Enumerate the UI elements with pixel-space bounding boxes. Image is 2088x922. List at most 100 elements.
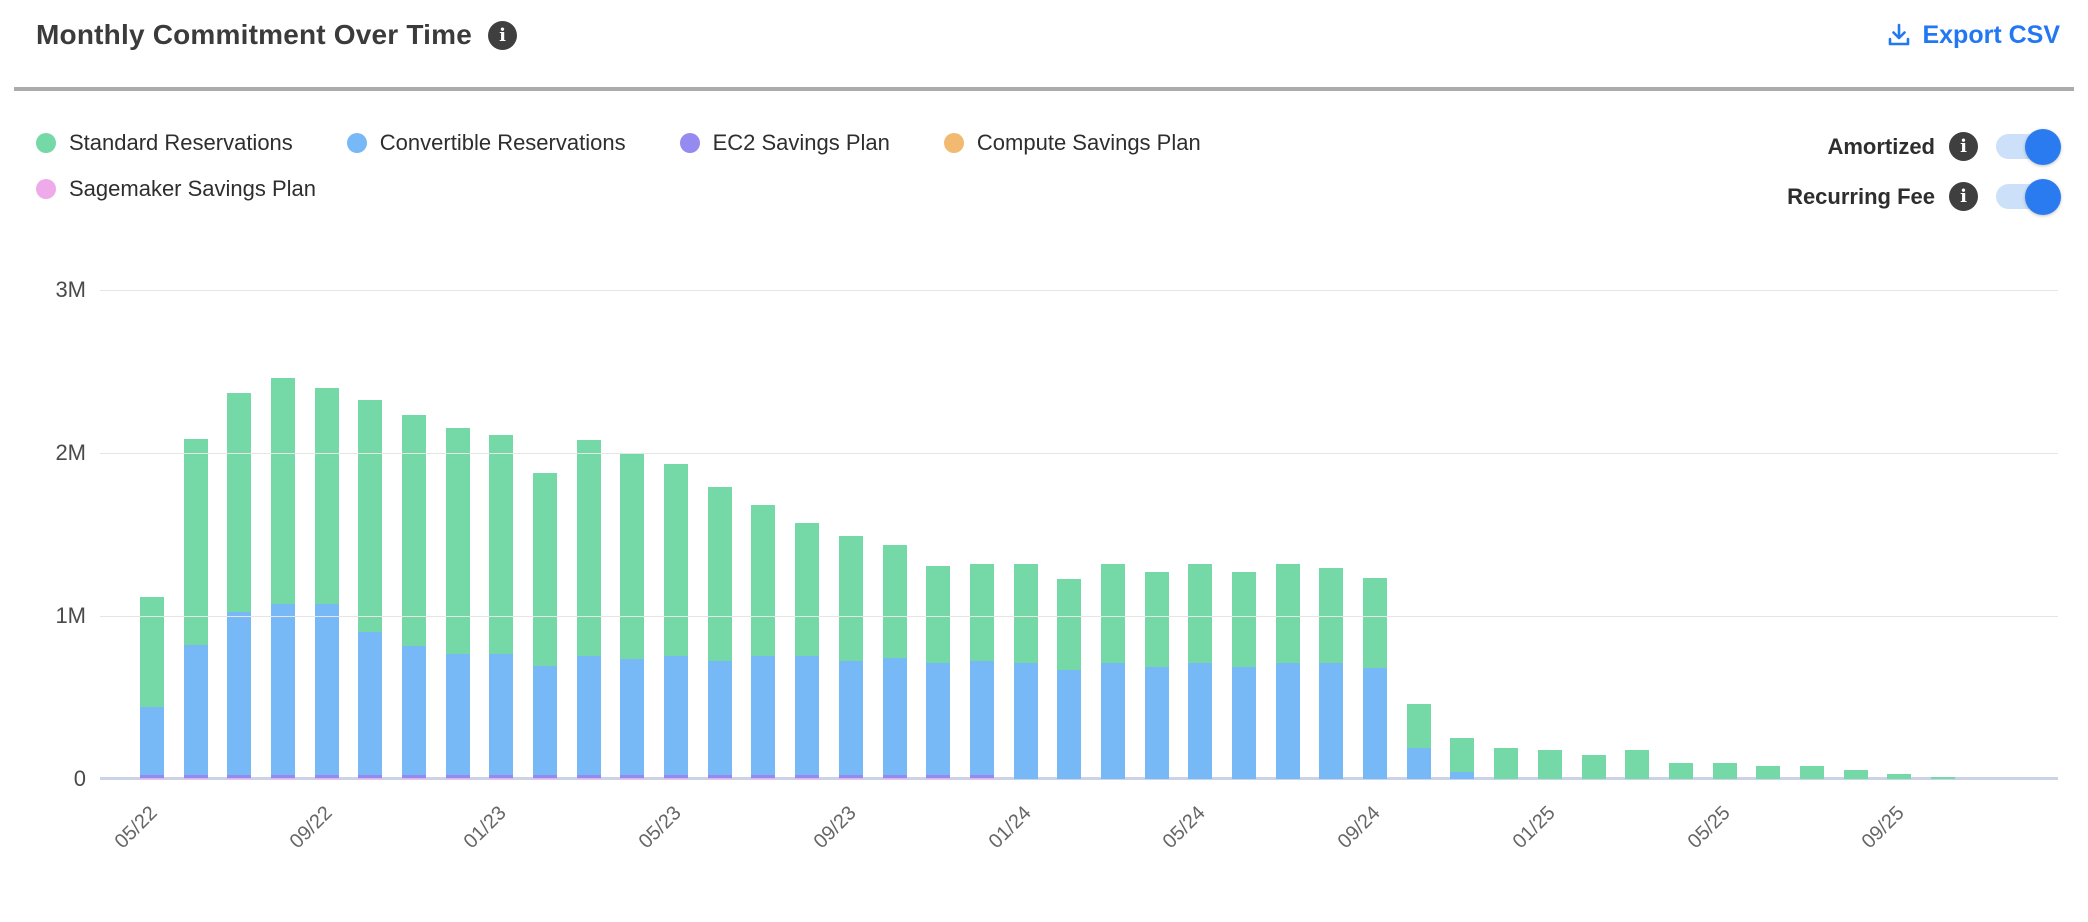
y-axis-labels: 3M 2M 1M 0 xyxy=(0,277,86,791)
bar-slot-11/23 xyxy=(916,290,960,779)
legend-item-sagemaker-savings-plan[interactable]: Sagemaker Savings Plan xyxy=(36,176,316,202)
bar-segment xyxy=(270,778,295,779)
stacked-bar-12/22[interactable] xyxy=(445,428,470,779)
stacked-bar-10/22[interactable] xyxy=(358,400,383,779)
recurring-fee-toggle[interactable] xyxy=(1996,178,2061,215)
stacked-bar-02/24[interactable] xyxy=(1057,579,1082,779)
stacked-bar-07/24[interactable] xyxy=(1275,564,1300,779)
bar-segment xyxy=(1494,748,1519,779)
stacked-bar-08/24[interactable] xyxy=(1319,568,1344,779)
stacked-bar-10/24[interactable] xyxy=(1406,704,1431,779)
chart-legend: Standard Reservations Convertible Reserv… xyxy=(36,130,1456,202)
bar-segment xyxy=(358,632,383,775)
bar-slot-12/24 xyxy=(1484,290,1528,779)
stacked-bar-11/24[interactable] xyxy=(1450,738,1475,779)
export-csv-button[interactable]: Export CSV xyxy=(1886,21,2060,50)
stacked-bar-06/25[interactable] xyxy=(1756,766,1781,779)
stacked-bar-11/23[interactable] xyxy=(926,566,951,779)
bar-segment xyxy=(1232,572,1257,667)
stacked-bar-09/23[interactable] xyxy=(838,536,863,779)
stacked-bar-07/23[interactable] xyxy=(751,505,776,779)
stacked-bar-06/24[interactable] xyxy=(1232,572,1257,779)
bar-segment xyxy=(270,604,295,775)
bar-segment xyxy=(1144,667,1169,779)
stacked-bar-11/22[interactable] xyxy=(401,415,426,779)
bar-segment xyxy=(751,656,776,775)
stacked-bar-01/25[interactable] xyxy=(1537,750,1562,779)
bar-segment xyxy=(314,388,339,604)
bar-segment xyxy=(882,658,907,775)
bar-segment xyxy=(882,778,907,779)
bar-segment xyxy=(707,661,732,775)
stacked-bar-02/23[interactable] xyxy=(533,473,558,779)
bar-segment xyxy=(489,654,514,775)
chart-toggles: Amortized i Recurring Fee i xyxy=(1787,128,2061,215)
bar-segment xyxy=(969,778,994,779)
amortized-toggle[interactable] xyxy=(1996,128,2061,165)
bar-slot-11/22 xyxy=(392,290,436,779)
stacked-bar-08/22[interactable] xyxy=(270,378,295,779)
gridline xyxy=(100,453,2058,454)
recurring-fee-info-icon[interactable]: i xyxy=(1949,182,1978,211)
stacked-bar-05/22[interactable] xyxy=(139,597,164,779)
stacked-bar-10/25[interactable] xyxy=(1931,777,1956,779)
bar-slot-11/24 xyxy=(1441,290,1485,779)
bar-segment xyxy=(620,659,645,775)
plot-area xyxy=(100,290,2058,780)
stacked-bar-05/24[interactable] xyxy=(1188,564,1213,779)
bar-segment xyxy=(576,656,601,775)
bar-segment xyxy=(1013,564,1038,663)
bar-segment xyxy=(139,597,164,707)
stacked-bar-03/25[interactable] xyxy=(1625,750,1650,779)
stacked-bar-09/24[interactable] xyxy=(1363,578,1388,779)
bar-slot-05/24 xyxy=(1179,290,1223,779)
stacked-bar-01/24[interactable] xyxy=(1013,564,1038,779)
legend-item-ec2-savings-plan[interactable]: EC2 Savings Plan xyxy=(679,130,890,156)
stacked-bar-07/22[interactable] xyxy=(227,393,252,779)
stacked-bar-05/25[interactable] xyxy=(1712,763,1737,779)
bar-segment xyxy=(1843,770,1868,779)
stacked-bar-05/23[interactable] xyxy=(664,464,689,779)
stacked-bar-03/24[interactable] xyxy=(1100,564,1125,779)
stacked-bar-06/22[interactable] xyxy=(183,439,208,779)
bar-segment xyxy=(227,612,252,775)
bar-segment xyxy=(1712,763,1737,779)
legend-item-standard-reservations[interactable]: Standard Reservations xyxy=(36,130,293,156)
bar-slot-03/23 xyxy=(567,290,611,779)
stacked-bar-08/25[interactable] xyxy=(1843,770,1868,779)
bar-segment xyxy=(401,775,426,778)
stacked-bar-01/23[interactable] xyxy=(489,435,514,779)
bar-segment xyxy=(1319,568,1344,663)
stacked-bar-06/23[interactable] xyxy=(707,487,732,779)
stacked-bar-12/24[interactable] xyxy=(1494,748,1519,779)
bar-segment xyxy=(1537,750,1562,779)
amortized-toggle-row: Amortized i xyxy=(1827,128,2061,165)
bar-slot-05/23 xyxy=(654,290,698,779)
stacked-bar-12/23[interactable] xyxy=(969,564,994,779)
stacked-bar-09/25[interactable] xyxy=(1887,774,1912,779)
bar-segment xyxy=(227,775,252,778)
stacked-bar-02/25[interactable] xyxy=(1581,755,1606,779)
stacked-bar-04/24[interactable] xyxy=(1144,572,1169,779)
amortized-info-icon[interactable]: i xyxy=(1949,132,1978,161)
stacked-bar-09/22[interactable] xyxy=(314,388,339,779)
stacked-bar-03/23[interactable] xyxy=(576,440,601,779)
bar-slot-08/22 xyxy=(261,290,305,779)
stacked-bar-10/23[interactable] xyxy=(882,545,907,779)
stacked-bar-08/23[interactable] xyxy=(795,523,820,779)
legend-label: Standard Reservations xyxy=(69,130,293,155)
title-info-icon[interactable]: i xyxy=(488,20,518,50)
bar-segment xyxy=(1057,579,1082,670)
bar-segment xyxy=(445,775,470,778)
legend-item-convertible-reservations[interactable]: Convertible Reservations xyxy=(346,130,626,156)
stacked-bar-04/25[interactable] xyxy=(1668,763,1693,779)
legend-dot xyxy=(36,133,56,153)
legend-item-compute-savings-plan[interactable]: Compute Savings Plan xyxy=(943,130,1201,156)
stacked-bar-04/23[interactable] xyxy=(620,453,645,779)
bar-segment xyxy=(1406,748,1431,779)
bar-slot-05/22 xyxy=(130,290,174,779)
bar-segment xyxy=(1406,704,1431,748)
gridline xyxy=(100,290,2058,291)
stacked-bar-07/25[interactable] xyxy=(1799,766,1824,779)
bar-segment xyxy=(795,778,820,779)
